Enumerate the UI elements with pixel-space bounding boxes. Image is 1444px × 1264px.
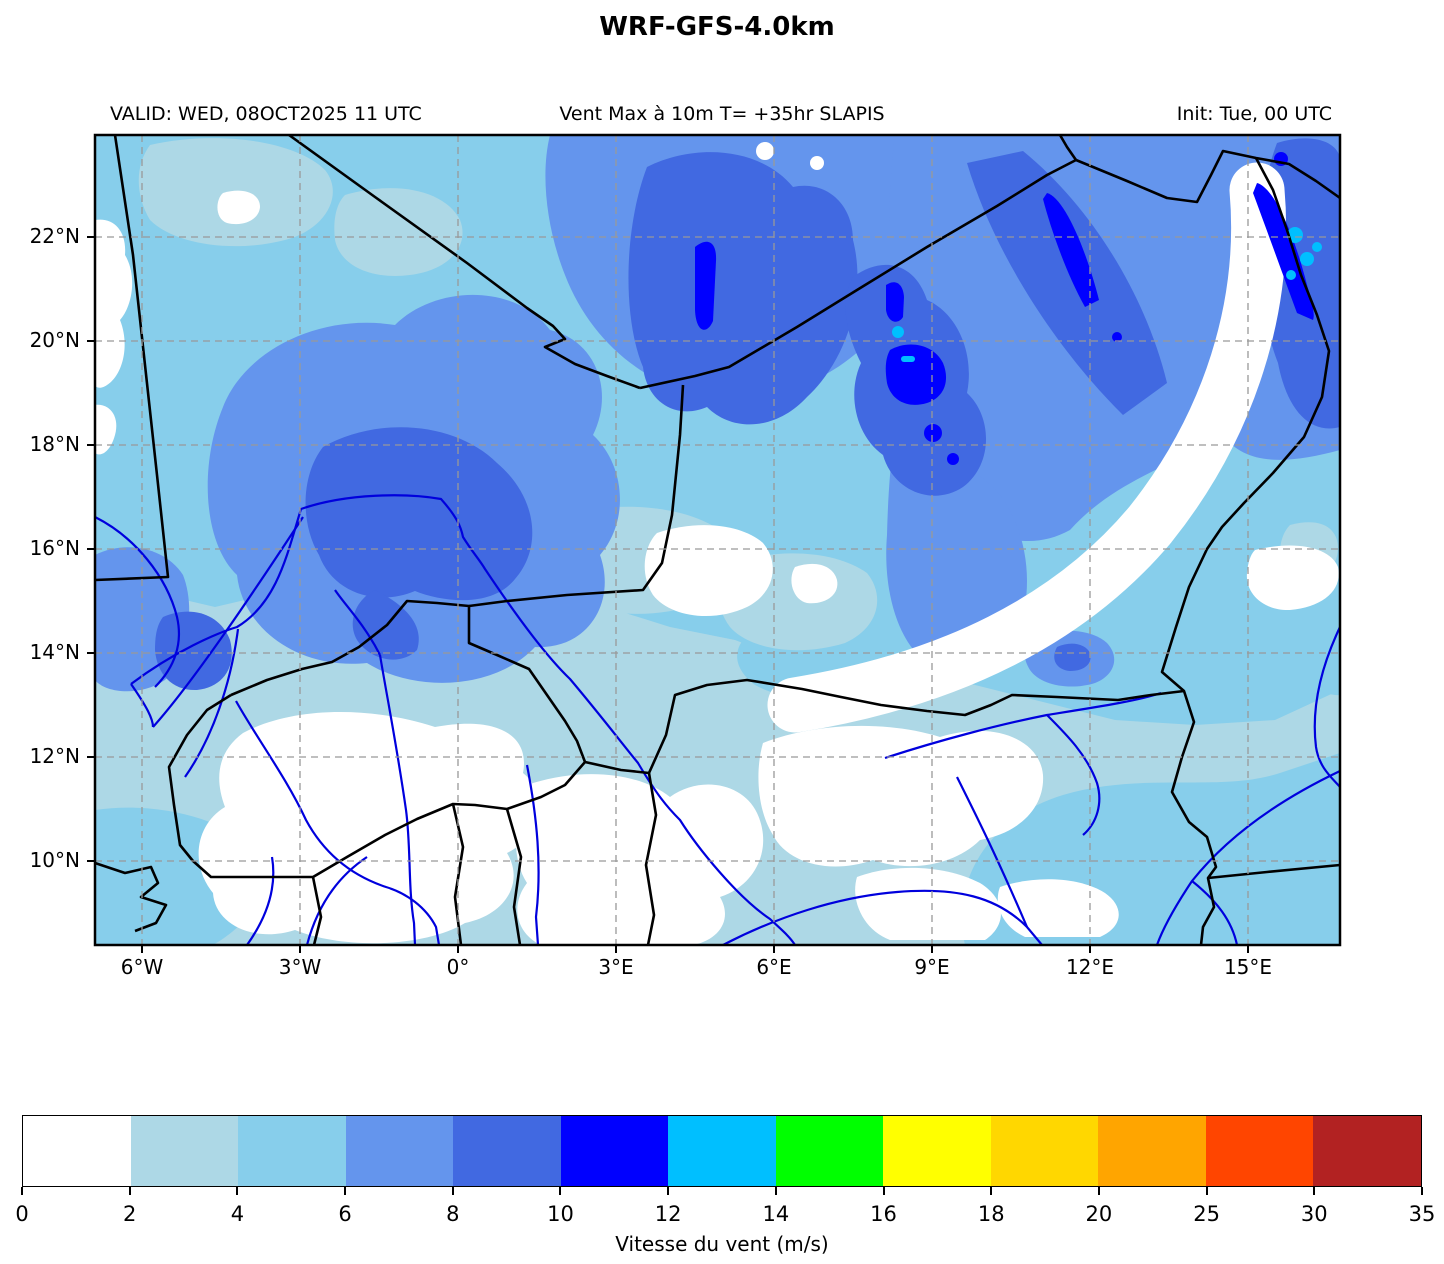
colorbar-tick-label: 0 (15, 1202, 29, 1226)
colorbar-tickmark (128, 1187, 131, 1195)
colorbar-segment (883, 1116, 991, 1186)
colorbar-tickmark (21, 1187, 23, 1195)
lon-tick-label: 9°E (914, 955, 950, 979)
colorbar-tickmark (1097, 1187, 1100, 1195)
lon-tick-label: 0° (446, 955, 470, 979)
lat-tick-label: 22°N (29, 224, 80, 248)
colorbar-tickmark (1205, 1187, 1208, 1195)
colorbar-tickmark (344, 1187, 347, 1195)
colorbar-segment (560, 1116, 669, 1186)
lat-tick-label: 16°N (29, 536, 80, 560)
colorbar-segment (668, 1116, 776, 1186)
lat-axis: 22°N 20°N 18°N 16°N 14°N 12°N 10°N (0, 0, 86, 1000)
valid-time-label: VALID: WED, 08OCT2025 11 UTC (110, 103, 422, 125)
colorbar-segment (345, 1116, 454, 1186)
wind-map-svg (87, 133, 1342, 953)
colorbar-tick-label: 18 (977, 1202, 1005, 1226)
colorbar-segment (23, 1116, 131, 1186)
colorbar-tickmark (990, 1187, 993, 1195)
product-label: Vent Max à 10m T= +35hr SLAPIS (559, 103, 885, 125)
colorbar-segment (238, 1116, 346, 1186)
colorbar-tickmark (559, 1187, 562, 1195)
colorbar-tickmark (882, 1187, 885, 1195)
colorbar-tick-label: 6 (338, 1202, 352, 1226)
graticule (95, 135, 1340, 945)
colorbar-segment (453, 1116, 561, 1186)
lat-tick-label: 12°N (29, 744, 80, 768)
colorbar-tickmark (236, 1187, 239, 1195)
wind-field-raster (95, 135, 1340, 945)
colorbar-tickmark (1313, 1187, 1316, 1195)
lon-tick-label: 12°E (1065, 955, 1115, 979)
lon-tick-label: 6°E (756, 955, 792, 979)
lon-tick-label: 3°W (278, 955, 322, 979)
colorbar (22, 1115, 1422, 1187)
lat-tick-label: 10°N (29, 848, 80, 872)
colorbar-tickmark (1421, 1187, 1423, 1195)
colorbar-tick-label: 10 (547, 1202, 574, 1226)
lat-tick-label: 18°N (29, 432, 80, 456)
colorbar-tick-label: 35 (1408, 1202, 1436, 1226)
colorbar-segment (1098, 1116, 1206, 1186)
colorbar-tickmark (667, 1187, 670, 1195)
lon-tick-label: 3°E (598, 955, 634, 979)
figure-title: WRF-GFS-4.0km (599, 12, 835, 42)
colorbar-label: Vitesse du vent (m/s) (615, 1232, 829, 1256)
colorbar-segment (775, 1116, 884, 1186)
colorbar-tickmark (451, 1187, 454, 1195)
colorbar-tick-label: 4 (230, 1202, 245, 1226)
colorbar-segment (1205, 1116, 1314, 1186)
colorbar-tick-label: 2 (123, 1202, 137, 1226)
colorbar-tick-label: 12 (654, 1202, 682, 1226)
colorbar-tick-label: 25 (1193, 1202, 1220, 1226)
colorbar-tick-label: 20 (1085, 1202, 1113, 1226)
lon-tick-label: 6°W (120, 955, 164, 979)
lat-tick-label: 14°N (29, 640, 80, 664)
colorbar-tick-label: 30 (1300, 1202, 1328, 1226)
init-time-label: Init: Tue, 00 UTC (1176, 103, 1332, 125)
colorbar-tick-label: 8 (446, 1202, 460, 1226)
colorbar-segment (1313, 1116, 1421, 1186)
rivers (95, 494, 1340, 945)
colorbar-segment (130, 1116, 239, 1186)
colorbar-tickmark (774, 1187, 777, 1195)
map-frame (93, 133, 1342, 947)
axis-ticks (87, 236, 1249, 953)
colorbar-tick-label: 16 (870, 1202, 897, 1226)
colorbar-segment (990, 1116, 1099, 1186)
lat-tick-label: 20°N (29, 328, 80, 352)
colorbar-tick-label: 14 (762, 1202, 790, 1226)
lon-tick-label: 15°E (1223, 955, 1273, 979)
